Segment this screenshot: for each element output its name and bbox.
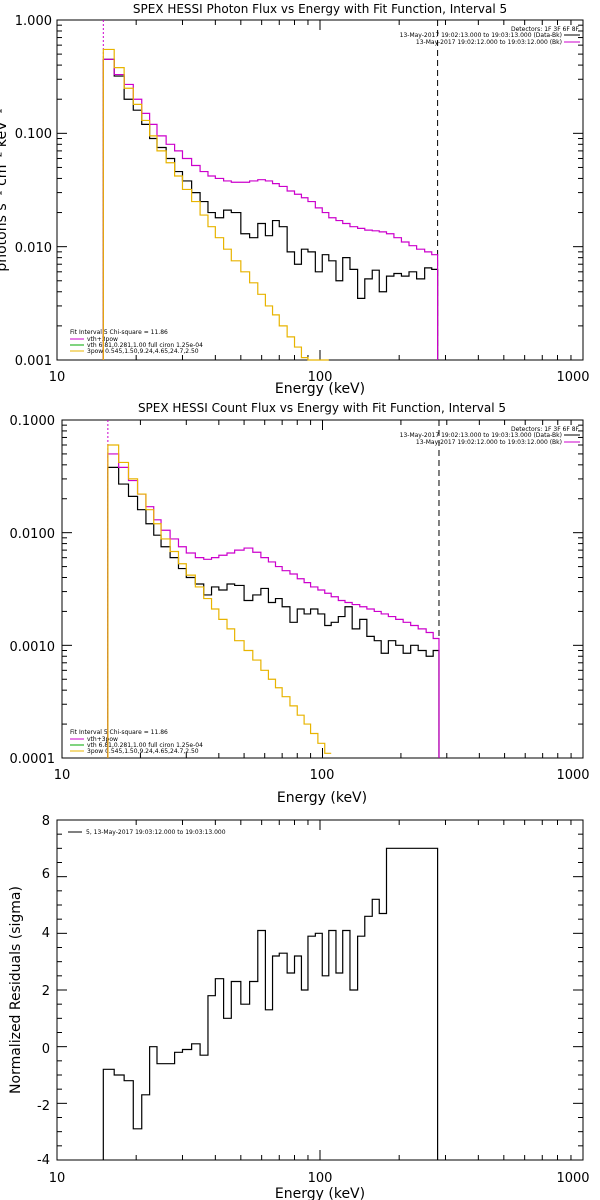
count-axes: 0.1000 0.0100 0.0010 0.0001 10 100 1000 … xyxy=(10,414,590,806)
series-line-vth_spow xyxy=(107,453,440,758)
count-legend: Detectors: 1F 3F 6F 8F 13-May-2017 19:02… xyxy=(70,426,580,755)
count-legend-vth: vth 6.81,0.281,1.00 full ciron 1.25e-04 xyxy=(87,742,203,749)
photon-ytick-label: 0.001 xyxy=(15,354,52,369)
count-ytick-label: 0.0010 xyxy=(10,640,56,655)
photon-legend-3pow: 3pow 0.545,1.50,9.24,4.65,24.7,2.50 xyxy=(87,348,199,355)
count-xtick-label: 1000 xyxy=(556,768,589,783)
photon-xtick-label: 1000 xyxy=(556,370,589,385)
photon-xtick-label: 100 xyxy=(308,370,333,385)
residuals-data-layer xyxy=(57,820,583,1160)
resid-ytick-label: -2 xyxy=(37,1099,50,1114)
count-ytick-label: 0.1000 xyxy=(10,414,56,429)
count-legend-bk: 13-May-2017 19:02:12.000 to 19:03:12.000… xyxy=(416,439,562,446)
series-line-spow xyxy=(107,444,332,758)
photon-data-layer xyxy=(57,20,583,361)
resid-ytick-label: -4 xyxy=(37,1153,50,1168)
count-xaxis-label: Energy (keV) xyxy=(277,790,367,806)
photon-plot-frame xyxy=(56,19,584,361)
series-line-spow xyxy=(102,48,329,361)
resid-ytick-label: 6 xyxy=(42,867,50,882)
photon-legend-vth3pow: vth+3pow xyxy=(87,336,118,343)
photon-legend-bk: 13-May-2017 19:02:12.000 to 19:03:12.000… xyxy=(416,39,562,46)
residuals-panel: 8 6 4 2 0 -2 -4 10 100 1000 Energy (keV)… xyxy=(8,814,590,1200)
photon-ytick-label: 0.010 xyxy=(15,241,52,256)
resid-xtick-label: 10 xyxy=(49,1171,66,1186)
series-line-data xyxy=(102,58,439,360)
photon-axes: 1.000 0.100 0.010 0.001 10 100 1000 Ener… xyxy=(0,14,590,397)
photon-legend-data-bk: 13-May-2017 19:02:13.000 to 19:03:13.000… xyxy=(400,32,562,39)
count-xtick-label: 10 xyxy=(54,768,71,783)
count-legend-data-bk: 13-May-2017 19:02:13.000 to 19:03:13.000… xyxy=(400,432,562,439)
photon-xaxis-label: Energy (keV) xyxy=(275,381,365,397)
resid-ytick-label: 8 xyxy=(42,814,50,829)
resid-yaxis-label: Normalized Residuals (sigma) xyxy=(8,886,24,1094)
photon-legend-vth: vth 6.81,0.281,1.00 full ciron 1.25e-04 xyxy=(87,342,203,349)
resid-xaxis-label: Energy (keV) xyxy=(275,1186,365,1200)
resid-legend-text: 5, 13-May-2017 19:03:12.000 to 19:03:13.… xyxy=(86,829,226,836)
resid-ytick-label: 4 xyxy=(42,926,50,941)
resid-xtick-label: 100 xyxy=(308,1171,333,1186)
count-legend-vth3pow: vth+3pow xyxy=(87,736,118,743)
photon-flux-panel: SPEX HESSI Photon Flux vs Energy with Fi… xyxy=(0,2,590,397)
count-legend-3pow: 3pow 0.545,1.50,9.24,4.65,24.7,2.50 xyxy=(87,748,199,755)
photon-xtick-label: 10 xyxy=(49,370,66,385)
series-line-data xyxy=(102,847,439,1160)
count-legend-detectors: Detectors: 1F 3F 6F 8F xyxy=(511,426,580,433)
photon-yaxis-label: photons s⁻¹ cm⁻² keV⁻¹ xyxy=(0,108,10,271)
residuals-axes: 8 6 4 2 0 -2 -4 10 100 1000 Energy (keV)… xyxy=(8,814,590,1200)
series-line-vth_spow xyxy=(102,58,439,360)
series-line-data xyxy=(107,466,440,758)
resid-ytick-label: 0 xyxy=(42,1042,50,1057)
count-xtick-label: 100 xyxy=(310,768,335,783)
resid-legend: 5, 13-May-2017 19:03:12.000 to 19:03:13.… xyxy=(68,829,226,836)
count-chart-title: SPEX HESSI Count Flux vs Energy with Fit… xyxy=(138,401,506,415)
photon-chart-title: SPEX HESSI Photon Flux vs Energy with Fi… xyxy=(133,2,507,16)
resid-xtick-label: 1000 xyxy=(556,1171,589,1186)
photon-legend: Detectors: 1F 3F 6F 8F 13-May-2017 19:02… xyxy=(70,26,580,355)
count-plot-frame xyxy=(61,419,584,759)
count-ytick-label: 0.0100 xyxy=(10,527,56,542)
photon-ytick-label: 1.000 xyxy=(15,14,52,29)
resid-ytick-label: 2 xyxy=(42,984,50,999)
count-ytick-label: 0.0001 xyxy=(10,752,56,767)
photon-legend-fit: Fit Interval 5 Chi-square = 11.86 xyxy=(70,329,168,336)
count-legend-fit: Fit Interval 5 Chi-square = 11.86 xyxy=(70,729,168,736)
count-flux-panel: SPEX HESSI Count Flux vs Energy with Fit… xyxy=(10,401,590,806)
count-data-layer xyxy=(62,420,583,758)
residuals-plot-frame xyxy=(56,819,584,1161)
photon-legend-detectors: Detectors: 1F 3F 6F 8F xyxy=(511,26,580,33)
photon-ytick-label: 0.100 xyxy=(15,127,52,142)
